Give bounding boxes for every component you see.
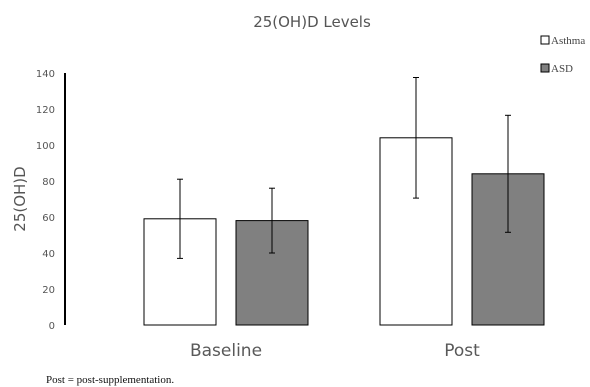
x-category-label: Baseline <box>190 341 262 361</box>
y-tick-label: 20 <box>42 285 55 296</box>
legend-label-asthma: Asthma <box>551 35 585 47</box>
y-tick-label: 0 <box>49 321 55 332</box>
error-bars <box>177 77 511 259</box>
x-category-label: Post <box>444 341 480 361</box>
y-tick-label: 120 <box>36 105 55 116</box>
x-categories: Baseline Post <box>190 341 480 361</box>
bars <box>143 137 545 326</box>
footnote: Post = post-supplementation. <box>46 374 174 386</box>
y-tick-label: 140 <box>36 69 55 80</box>
y-ticks: 0 20 40 60 80 100 120 140 <box>36 69 55 332</box>
y-tick-label: 40 <box>42 249 55 260</box>
y-axis-label: 25(OH)D <box>11 166 29 231</box>
legend-swatch-asd <box>540 63 550 73</box>
y-tick-label: 80 <box>42 177 55 188</box>
legend-swatch-asthma <box>540 35 550 45</box>
legend-label-asd: ASD <box>551 63 573 75</box>
y-tick-label: 60 <box>42 213 55 224</box>
y-tick-label: 100 <box>36 141 55 152</box>
legend: Asthma ASD <box>540 35 585 75</box>
chart-title: 25(OH)D Levels <box>253 13 371 31</box>
